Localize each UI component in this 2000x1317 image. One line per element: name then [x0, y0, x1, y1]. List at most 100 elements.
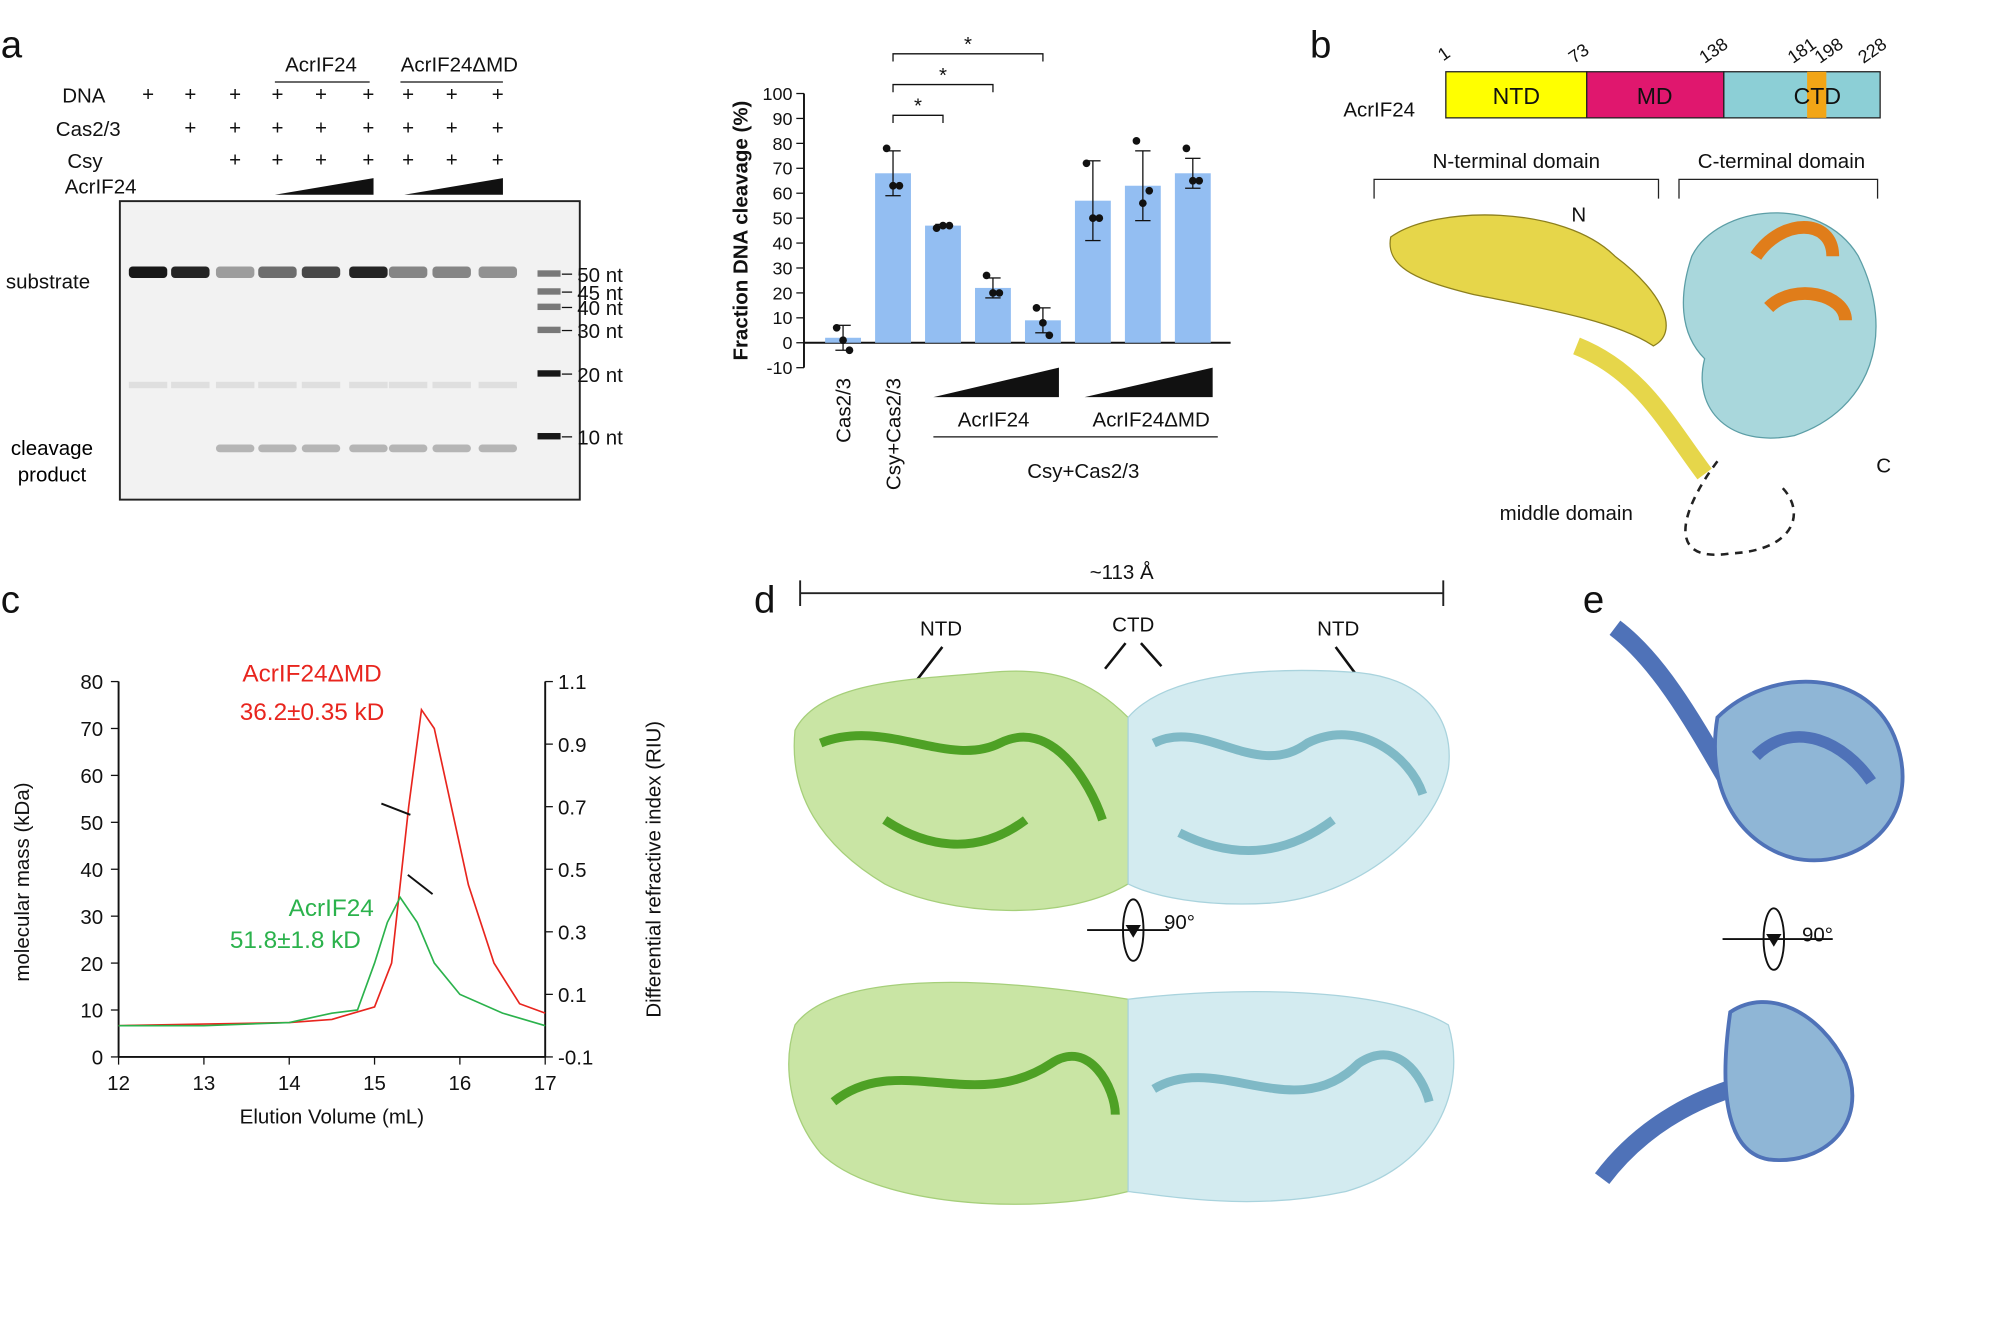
significance-label: * [964, 33, 972, 56]
annotation: 36.2±0.35 kD [240, 699, 385, 726]
protein-label: AcrIF24 [1343, 99, 1415, 122]
position-label: 228 [1854, 34, 1890, 68]
structure-e: 90° [1594, 620, 1905, 1185]
replicate-dot [1095, 214, 1104, 222]
y-tick-label: 40 [773, 233, 793, 253]
dimension-label: ~113 Å [1090, 561, 1154, 584]
position-label: 198 [1811, 34, 1847, 68]
panel-label: a [1, 24, 23, 67]
y-tick-label: -10 [767, 358, 793, 378]
replicate-dot [1089, 214, 1097, 222]
structure-ntd [1389, 214, 1667, 347]
y-tick-label: 10 [773, 308, 793, 328]
dimension-line [799, 580, 1445, 606]
series-line [118, 895, 546, 1027]
replicate-dot [895, 181, 904, 190]
gel-smear [432, 381, 471, 389]
significance-bracket [892, 114, 944, 123]
x-tick-label: 17 [534, 1072, 557, 1095]
plus-sign: + [271, 149, 283, 172]
y-tick-label: 40 [80, 859, 103, 882]
gel-smear [215, 381, 255, 389]
bar [875, 173, 911, 343]
band-label: substrate [6, 270, 90, 293]
domain-ntd [1445, 71, 1588, 119]
replicate-dot [995, 289, 1004, 297]
x-tick-label: Csy+Cas2/3 [883, 378, 906, 490]
domain-label: CTD [1794, 83, 1841, 109]
significance-label: * [914, 95, 922, 118]
gel-smear [388, 381, 428, 389]
structure-label: N [1571, 204, 1586, 227]
gradient-triangle [404, 178, 503, 195]
y-tick-label: 20 [80, 953, 103, 976]
replicate-dot [1039, 318, 1047, 327]
structure-ctd [1682, 212, 1877, 439]
domain-ctd [1723, 71, 1881, 119]
structure-label: middle domain [1500, 502, 1633, 525]
ladder-band [537, 303, 561, 311]
panel-label: b [1310, 24, 1331, 67]
y2-tick-label: 0.1 [558, 984, 586, 1007]
series-line [381, 802, 411, 816]
gel-smear [478, 381, 518, 389]
plus-sign: + [492, 83, 504, 106]
gel-band [478, 444, 518, 453]
x-tick-label: 15 [363, 1072, 386, 1095]
replicate-dot [1182, 144, 1191, 153]
row-label: AcrIF24 [65, 175, 137, 198]
y-tick-label: 70 [773, 159, 793, 179]
y-tick-label: 60 [80, 765, 103, 788]
replicate-dot [939, 221, 947, 230]
gel-band [215, 444, 255, 453]
group-label: AcrIF24 [958, 409, 1030, 432]
position-label: 138 [1695, 34, 1731, 68]
rotation-arrow [1125, 924, 1141, 938]
plus-sign: + [184, 83, 196, 106]
y-tick-label: 50 [773, 209, 793, 229]
series-label: AcrIF24 [289, 895, 374, 922]
y2-tick-label: 0.9 [558, 734, 586, 757]
gel-smear [301, 381, 341, 389]
gel-band [301, 444, 341, 453]
bar [925, 225, 961, 343]
gradient-triangle [933, 367, 1059, 398]
replicate-dot [1195, 176, 1204, 185]
bracket-label: N-terminal domain [1433, 150, 1600, 173]
y-tick-label: 70 [80, 718, 103, 741]
rotation-label: 90° [1164, 911, 1195, 934]
group-label: AcrIF24ΔMD [401, 54, 518, 77]
replicate-dot [1032, 304, 1041, 312]
annotation: 51.8±1.8 kD [230, 927, 361, 954]
y2-tick-label: 0.3 [558, 921, 586, 944]
surface-cyan [1127, 990, 1455, 1203]
domain-label: NTD [1317, 617, 1359, 640]
plus-sign: + [446, 117, 458, 140]
replicate-dot [989, 289, 997, 297]
ladder-band [537, 370, 561, 377]
ribbon-green [830, 1051, 1120, 1115]
ladder-label: 50 nt [577, 264, 623, 287]
gel-band [349, 444, 388, 453]
y2-tick-label: 1.1 [558, 671, 586, 694]
gel-smear [349, 381, 388, 389]
error-bar [1135, 150, 1151, 222]
y2-tick-label: 0.7 [558, 796, 586, 819]
replicate-dot [889, 181, 897, 190]
domain-map: AcrIF24 NTD MD CTD 1 73 138 181 198 228 … [1343, 34, 1891, 557]
group-label: AcrIF24ΔMD [1093, 409, 1210, 432]
plus-sign: + [229, 117, 241, 140]
gel-band [388, 266, 428, 279]
replicate-dot [845, 346, 854, 355]
structure-loop [1684, 460, 1796, 557]
plus-sign: + [446, 83, 458, 106]
ribbon-green [818, 731, 1107, 849]
rotation-arrow [1766, 933, 1782, 947]
ladder-band [537, 270, 561, 277]
significance-label: * [939, 64, 947, 87]
y-tick-label: 50 [80, 812, 103, 835]
x-axis-label: Elution Volume (mL) [240, 1106, 424, 1129]
ladder-band [537, 326, 561, 334]
plus-sign: + [229, 149, 241, 172]
y2-axis-label: Differential refractive index (RIU) [643, 721, 666, 1018]
